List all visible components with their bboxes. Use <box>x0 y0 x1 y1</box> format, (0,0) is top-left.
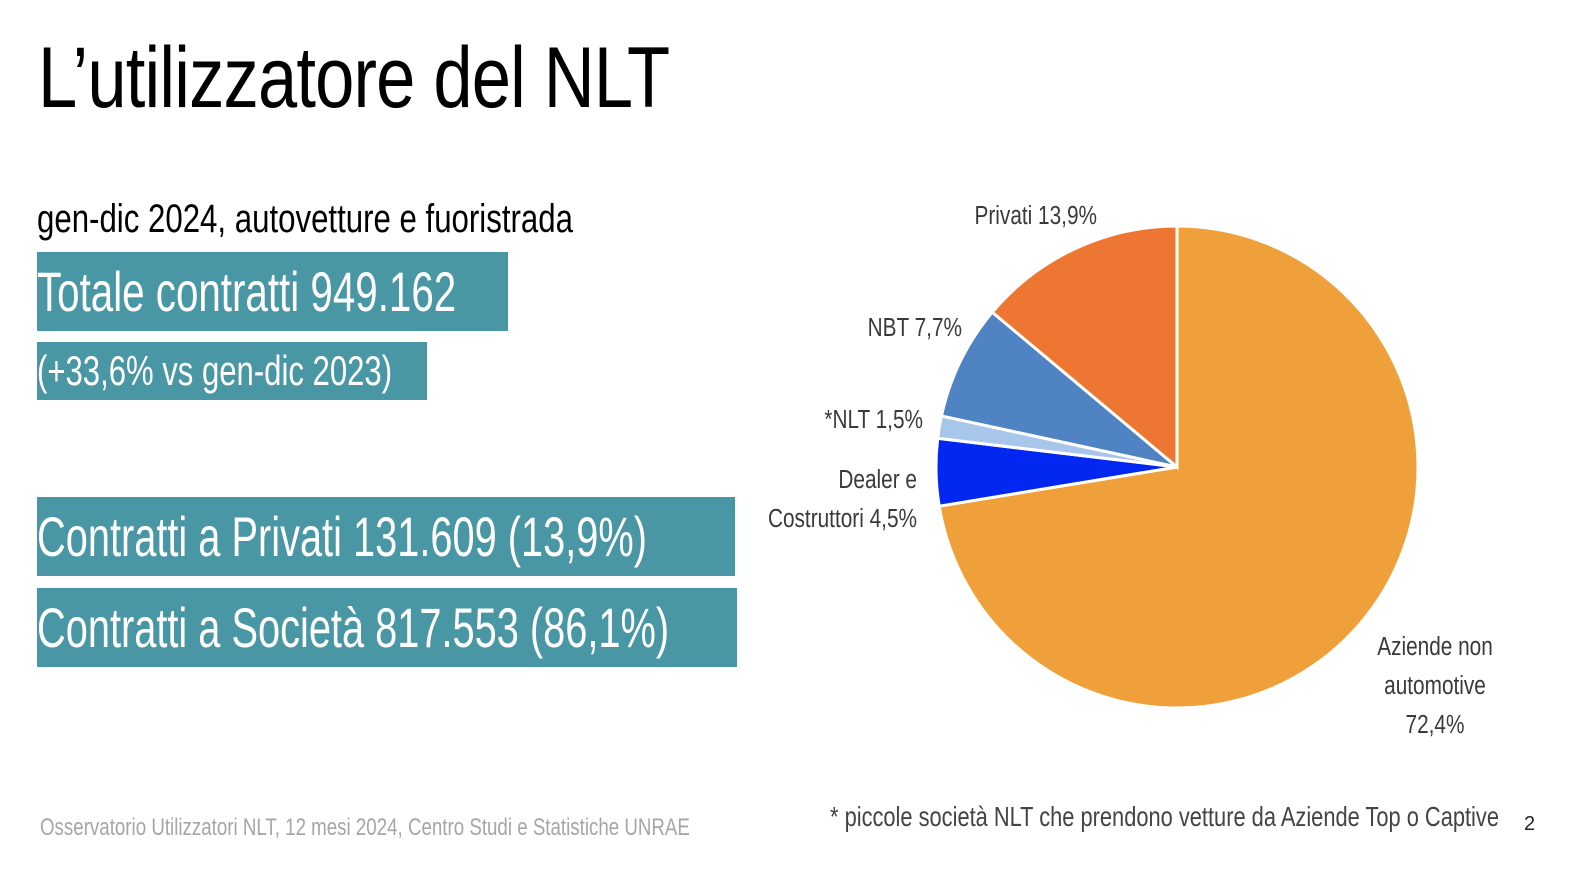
footnote: * piccole società NLT che prendono vettu… <box>830 801 1499 832</box>
pie-slice <box>990 224 1179 471</box>
pie-slice-label: Aziende non automotive 72,4% <box>1377 632 1493 739</box>
pie-slice <box>937 224 1420 710</box>
company-contracts-box: Contratti a Società 817.553 (86,1%) <box>37 588 737 667</box>
pie-slice-label: NBT 7,7% <box>868 313 962 342</box>
private-contracts-text: Contratti a Privati 131.609 (13,9%) <box>37 505 647 568</box>
growth-box: (+33,6% vs gen-dic 2023) <box>37 342 427 400</box>
pie-slice <box>939 310 1178 469</box>
page-number: 2 <box>1524 813 1536 835</box>
pie-slice-label: Dealer e Costruttori 4,5% <box>768 465 917 533</box>
period-subtitle: gen-dic 2024, autovetture e fuoristrada <box>37 197 573 241</box>
page-title: L’utilizzatore del NLT <box>38 30 670 126</box>
private-contracts-box: Contratti a Privati 131.609 (13,9%) <box>37 497 735 576</box>
source-note: Osservatorio Utilizzatori NLT, 12 mesi 2… <box>40 814 690 841</box>
growth-text: (+33,6% vs gen-dic 2023) <box>37 347 393 394</box>
pie-slice-label: Privati 13,9% <box>975 201 1098 230</box>
company-contracts-text: Contratti a Società 817.553 (86,1%) <box>37 596 670 659</box>
total-contracts-box: Totale contratti 949.162 <box>37 252 508 331</box>
pie-slice-label: *NLT 1,5% <box>824 405 923 434</box>
total-contracts-text: Totale contratti 949.162 <box>37 260 457 323</box>
